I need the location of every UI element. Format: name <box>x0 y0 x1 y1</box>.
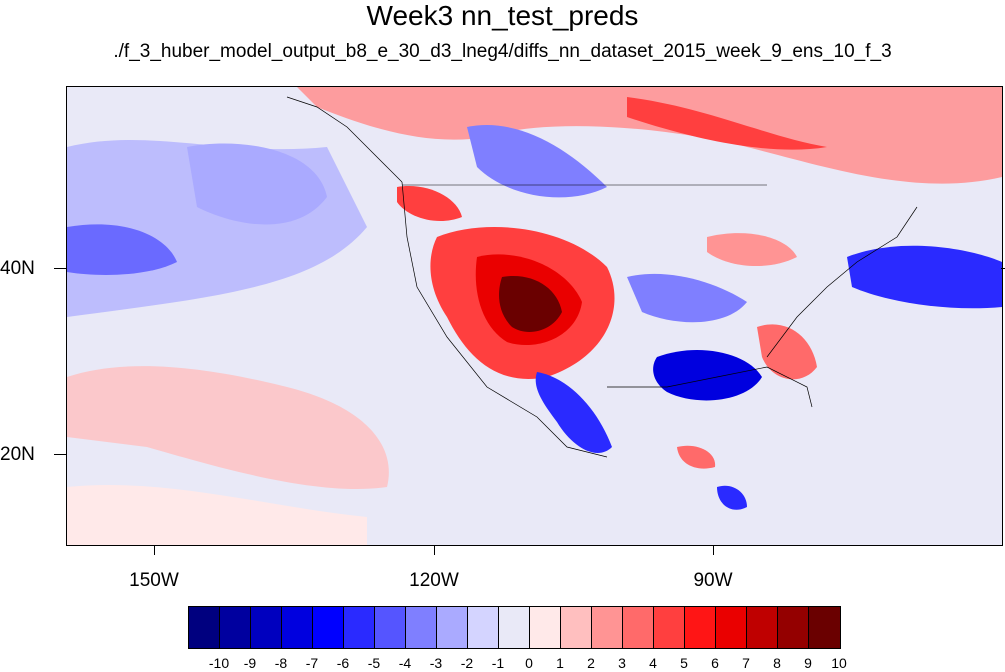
colorbar-label: 1 <box>556 655 564 671</box>
colorbar-label: 3 <box>618 655 626 671</box>
colorbar-box <box>561 607 592 648</box>
colorbar-box <box>282 607 313 648</box>
colorbar-label: -4 <box>398 655 412 671</box>
lon-label-120w: 120W <box>409 570 459 591</box>
colorbar-box <box>220 607 251 648</box>
tick-left-20n <box>54 454 66 455</box>
colorbar <box>188 606 841 649</box>
map-field <box>67 87 1002 545</box>
plot-subtitle: ./f_3_huber_model_output_b8_e_30_d3_lneg… <box>113 41 892 62</box>
colorbar-label: -8 <box>274 655 288 671</box>
colorbar-label: -3 <box>429 655 443 671</box>
colorbar-box <box>778 607 809 648</box>
colorbar-label: 10 <box>831 655 847 671</box>
colorbar-label: -2 <box>460 655 474 671</box>
tick-left-40n <box>54 268 66 269</box>
map-panel <box>66 86 1003 546</box>
colorbar-box <box>716 607 747 648</box>
colorbar-label: -9 <box>243 655 257 671</box>
colorbar-label: 2 <box>587 655 595 671</box>
colorbar-box <box>685 607 716 648</box>
colorbar-label: 8 <box>773 655 781 671</box>
colorbar-label: 9 <box>804 655 812 671</box>
tick-bottom-120w <box>434 545 435 555</box>
colorbar-box <box>251 607 282 648</box>
colorbar-label: 6 <box>711 655 719 671</box>
tick-bottom-90w <box>713 545 714 555</box>
colorbar-label: 7 <box>742 655 750 671</box>
colorbar-box <box>406 607 437 648</box>
colorbar-label: 4 <box>649 655 657 671</box>
colorbar-box <box>654 607 685 648</box>
colorbar-label: -6 <box>336 655 350 671</box>
colorbar-box <box>747 607 778 648</box>
colorbar-box <box>499 607 530 648</box>
colorbar-box <box>437 607 468 648</box>
colorbar-box <box>809 607 840 648</box>
colorbar-label: -5 <box>367 655 381 671</box>
tick-right-40n <box>1001 268 1005 269</box>
lat-label-40n: 40N <box>0 258 35 279</box>
colorbar-label: 0 <box>525 655 533 671</box>
colorbar-label: -7 <box>305 655 319 671</box>
colorbar-label: -10 <box>208 655 230 671</box>
colorbar-box <box>375 607 406 648</box>
colorbar-box <box>344 607 375 648</box>
plot-title: Week3 nn_test_preds <box>366 0 639 31</box>
colorbar-box <box>189 607 220 648</box>
colorbar-label: -1 <box>491 655 505 671</box>
lon-label-150w: 150W <box>129 570 179 591</box>
lat-label-20n: 20N <box>0 444 35 465</box>
colorbar-box <box>530 607 561 648</box>
colorbar-box <box>623 607 654 648</box>
colorbar-box <box>313 607 344 648</box>
colorbar-box <box>592 607 623 648</box>
colorbar-box <box>468 607 499 648</box>
lon-label-90w: 90W <box>693 570 733 591</box>
tick-bottom-150w <box>154 545 155 555</box>
colorbar-label: 5 <box>680 655 688 671</box>
